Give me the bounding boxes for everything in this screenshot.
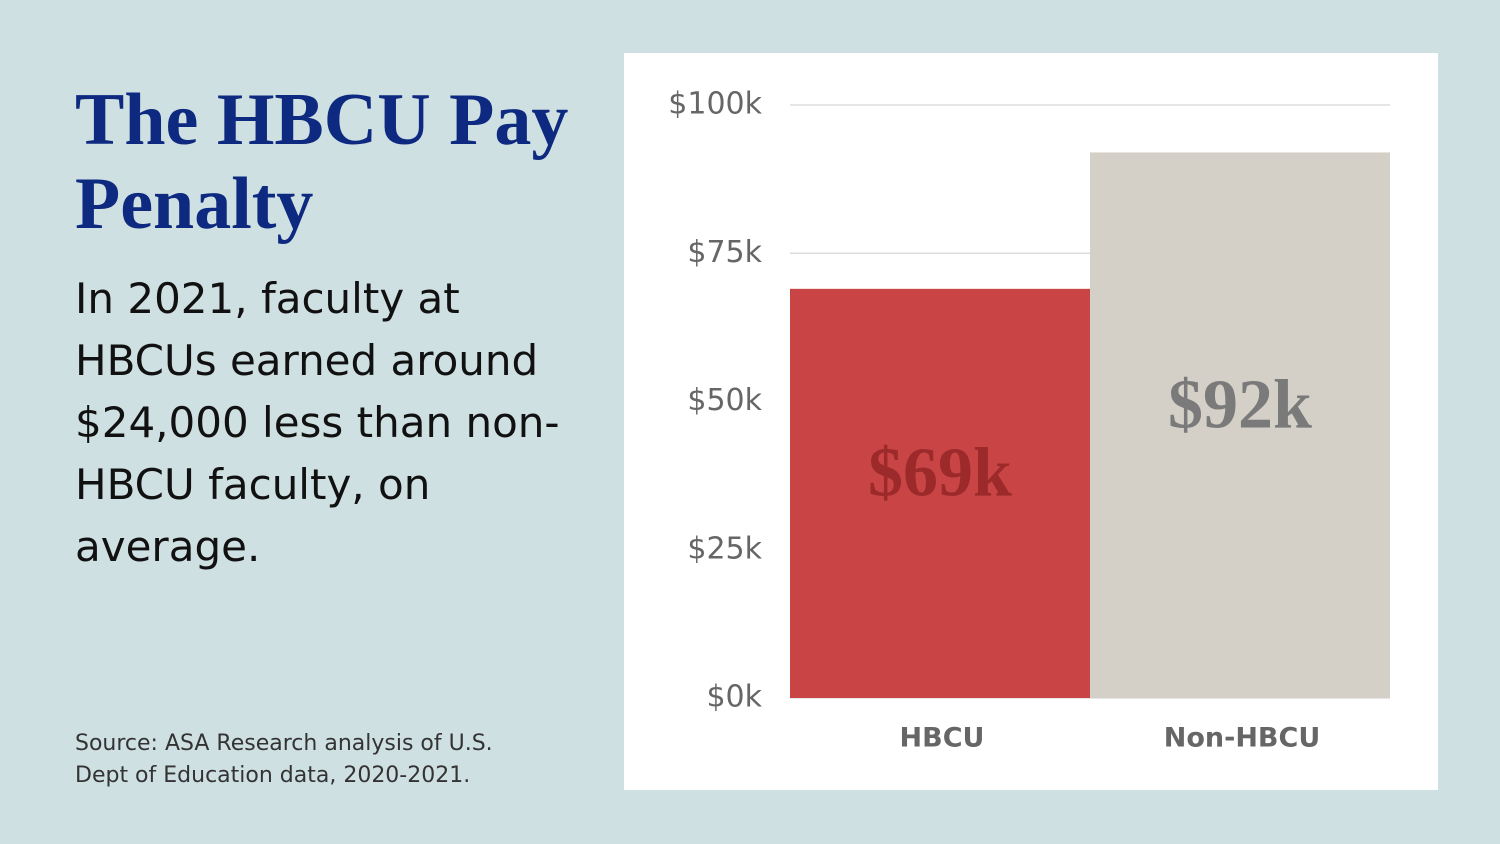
y-tick-label: $75k [687,235,762,270]
y-tick-label: $100k [668,87,762,122]
value-label: $92k [1168,366,1312,443]
bar [1090,152,1390,698]
source: Source: ASA Research analysis of U.S. De… [75,731,493,788]
bar [790,288,1090,698]
x-tick-label: HBCU [900,723,985,754]
value-label: $69k [868,434,1012,511]
y-tick-label: $50k [687,383,762,418]
x-tick-label: Non-HBCU [1164,723,1321,754]
subtitle: In 2021, faculty at HBCUs earned around … [75,274,560,571]
y-tick-label: $25k [687,531,762,566]
y-tick-label: $0k [706,680,762,715]
title: The HBCU Pay Penalty [75,79,569,245]
